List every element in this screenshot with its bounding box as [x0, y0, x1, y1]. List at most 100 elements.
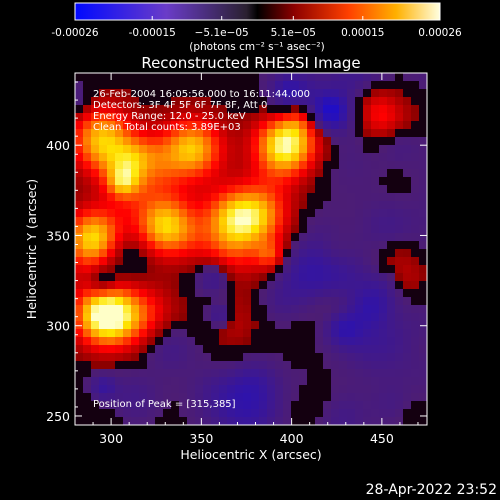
heatmap-cell	[419, 305, 427, 314]
heatmap-cell	[187, 393, 196, 402]
heatmap-cell	[179, 401, 188, 410]
heatmap-cell	[339, 121, 348, 130]
x-tick-label: 450	[370, 431, 394, 446]
heatmap-cell	[123, 161, 132, 170]
heatmap-cell	[323, 369, 332, 378]
heatmap-cell	[235, 225, 244, 234]
heatmap-cell	[403, 393, 412, 402]
heatmap-cell	[139, 313, 148, 322]
heatmap-cell	[275, 353, 284, 362]
heatmap-cell	[99, 345, 108, 354]
heatmap-cell	[163, 225, 172, 234]
heatmap-cell	[171, 313, 180, 322]
heatmap-cell	[291, 281, 300, 290]
heatmap-cell	[307, 409, 316, 418]
heatmap-cell	[331, 281, 340, 290]
heatmap-cell	[275, 345, 284, 354]
heatmap-cell	[315, 361, 324, 370]
heatmap-cell	[267, 129, 276, 138]
heatmap-cell	[339, 169, 348, 178]
heatmap-cell	[403, 337, 412, 346]
heatmap-cell	[283, 161, 292, 170]
annotation-time: 26-Feb-2004 16:05:56.000 to 16:11:44.000	[93, 89, 310, 100]
heatmap-cell	[75, 89, 84, 98]
heatmap-cell	[259, 361, 268, 370]
heatmap-cell	[315, 385, 324, 394]
heatmap-cell	[107, 185, 116, 194]
heatmap-cell	[363, 401, 372, 410]
heatmap-cell	[227, 113, 236, 122]
heatmap-cell	[91, 353, 100, 362]
heatmap-cell	[291, 113, 300, 122]
heatmap-cell	[411, 145, 420, 154]
heatmap-cell	[267, 137, 276, 146]
heatmap-cell	[227, 201, 236, 210]
heatmap-cell	[83, 89, 92, 98]
heatmap-cell	[259, 81, 268, 90]
heatmap-cell	[195, 297, 204, 306]
heatmap-cell	[139, 257, 148, 266]
heatmap-cell	[179, 393, 188, 402]
heatmap-cell	[371, 337, 380, 346]
heatmap-cell	[179, 185, 188, 194]
heatmap-cell	[363, 153, 372, 162]
heatmap-cell	[227, 73, 236, 82]
heatmap-cell	[139, 137, 148, 146]
heatmap-cell	[387, 289, 396, 298]
heatmap-cell	[107, 169, 116, 178]
heatmap-cell	[203, 185, 212, 194]
heatmap-cell	[259, 313, 268, 322]
heatmap-cell	[99, 393, 108, 402]
heatmap-cell	[91, 209, 100, 218]
heatmap-cell	[307, 361, 316, 370]
heatmap-cell	[307, 73, 316, 82]
heatmap-cell	[323, 177, 332, 186]
heatmap-cell	[107, 265, 116, 274]
heatmap-cell	[283, 129, 292, 138]
heatmap-cell	[83, 217, 92, 226]
heatmap-cell	[131, 289, 140, 298]
heatmap-cell	[83, 169, 92, 178]
heatmap-cell	[339, 281, 348, 290]
heatmap-cell	[307, 257, 316, 266]
heatmap-cell	[83, 289, 92, 298]
heatmap-cell	[75, 345, 84, 354]
heatmap-cell	[307, 121, 316, 130]
heatmap-cell	[331, 177, 340, 186]
heatmap-cell	[347, 225, 356, 234]
heatmap-cell	[355, 305, 364, 314]
heatmap-cell	[323, 121, 332, 130]
heatmap-cell	[147, 193, 156, 202]
heatmap-cell	[243, 289, 252, 298]
heatmap-cell	[171, 129, 180, 138]
heatmap-cell	[243, 241, 252, 250]
heatmap-cell	[211, 241, 220, 250]
heatmap-cell	[275, 193, 284, 202]
heatmap-cell	[307, 353, 316, 362]
heatmap-cell	[235, 113, 244, 122]
heatmap-cell	[315, 249, 324, 258]
heatmap-cell	[235, 369, 244, 378]
heatmap-cell	[355, 97, 364, 106]
heatmap-cell	[251, 305, 260, 314]
heatmap-cell	[179, 113, 188, 122]
heatmap-cell	[235, 233, 244, 242]
heatmap-cell	[339, 345, 348, 354]
heatmap-cell	[83, 185, 92, 194]
heatmap-cell	[163, 185, 172, 194]
heatmap-cell	[83, 97, 92, 106]
heatmap-cell	[211, 177, 220, 186]
heatmap-cell	[307, 377, 316, 386]
heatmap-cell	[291, 185, 300, 194]
heatmap-cell	[419, 217, 427, 226]
heatmap-cell	[75, 281, 84, 290]
heatmap-cell	[203, 121, 212, 130]
heatmap-cell	[339, 153, 348, 162]
heatmap-cell	[107, 385, 116, 394]
heatmap-cell	[315, 113, 324, 122]
heatmap-cell	[75, 169, 84, 178]
heatmap-cell	[123, 225, 132, 234]
heatmap-cell	[123, 337, 132, 346]
heatmap-cell	[259, 201, 268, 210]
heatmap-cell	[131, 217, 140, 226]
